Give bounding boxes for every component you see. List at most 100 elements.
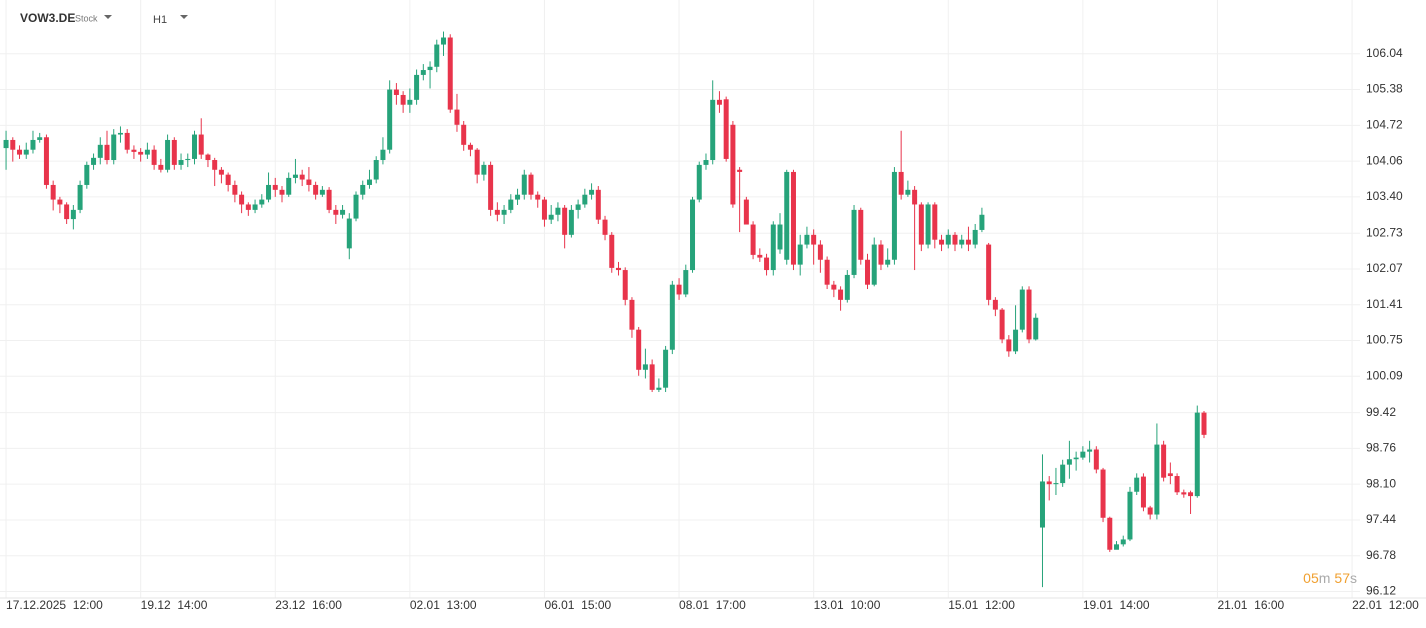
candle-body [91, 157, 97, 165]
candle-body [1046, 481, 1052, 485]
candle-body [1167, 473, 1173, 477]
y-tick-label: 104.72 [1366, 117, 1403, 131]
candle-body [225, 174, 231, 185]
candle-body [191, 134, 197, 159]
candle-body [387, 89, 393, 150]
candle-body [50, 184, 56, 200]
candle-body [373, 160, 379, 180]
candle-body [777, 224, 783, 250]
countdown-minutes: 05 [1303, 570, 1319, 586]
candle-body [1080, 451, 1086, 458]
y-tick-label: 104.06 [1366, 153, 1403, 167]
grid [0, 0, 1426, 599]
candle-body [1134, 477, 1140, 492]
candle-body [131, 149, 137, 152]
candle-body [286, 177, 292, 195]
candle-body [400, 94, 406, 105]
candle-body [898, 171, 904, 195]
y-tick-label: 103.40 [1366, 189, 1403, 203]
candle-body [1019, 289, 1025, 330]
candle-body [117, 132, 123, 135]
y-tick-label: 102.07 [1366, 261, 1403, 275]
candle-body [333, 209, 339, 215]
candle-body [467, 144, 473, 150]
candle-body [1140, 476, 1146, 508]
candle-body [784, 171, 790, 260]
symbol[interactable]: VOW3.DE [20, 11, 75, 25]
candle-body [64, 204, 70, 220]
candle-body [313, 184, 319, 195]
y-tick-label: 96.78 [1366, 548, 1396, 562]
candle-body [515, 194, 521, 200]
candle-body [932, 204, 938, 240]
candle-body [232, 184, 238, 195]
candle-body [790, 171, 796, 265]
timeframe[interactable]: H1 [153, 14, 167, 26]
candle-body [319, 189, 325, 195]
candle-body [266, 184, 272, 200]
candle-body [488, 164, 494, 210]
symbol-dropdown[interactable] [104, 15, 112, 19]
x-tick-label: 21.01 16:00 [1217, 598, 1284, 612]
candle-body [1181, 492, 1187, 495]
candle-body [1026, 289, 1032, 340]
candle-body [811, 234, 817, 245]
y-tick-label: 99.42 [1366, 405, 1396, 419]
candle-body [696, 164, 702, 200]
y-tick-label: 102.73 [1366, 225, 1403, 239]
instrument-type: Stock [75, 13, 98, 23]
candle-body [589, 189, 595, 195]
y-tick-label: 98.76 [1366, 441, 1396, 455]
candle-body [1147, 507, 1153, 515]
candle-body [683, 270, 689, 295]
candle-body [124, 132, 130, 150]
candle-body [434, 44, 440, 67]
candle-body [1154, 444, 1160, 515]
candle-body [865, 259, 871, 285]
x-tick-label: 13.01 10:00 [814, 598, 881, 612]
candle-body [757, 254, 763, 258]
y-tick-label: 96.12 [1366, 584, 1396, 598]
candle-body [178, 160, 184, 165]
candle-body [629, 299, 635, 330]
candle-body [965, 239, 971, 245]
candle-body [43, 137, 49, 185]
candle-body [918, 204, 924, 245]
candle-body [1114, 544, 1120, 550]
candle-body [568, 209, 574, 235]
candle-body [945, 234, 951, 245]
y-tick-label: 100.75 [1366, 333, 1403, 347]
candle-body [299, 174, 305, 180]
candle-body [245, 204, 251, 210]
candle-body [1100, 469, 1106, 518]
countdown: 05m 57s [1303, 570, 1357, 586]
candle-body [1120, 539, 1126, 545]
candle-body [407, 99, 413, 105]
candle-body [555, 207, 561, 215]
timeframe-dropdown[interactable] [180, 15, 188, 19]
candle-body [979, 214, 985, 230]
y-tick-label: 98.10 [1366, 476, 1396, 490]
candle-body [1066, 459, 1072, 465]
candle-body [878, 244, 884, 265]
candle-body [1039, 481, 1045, 528]
candle-body [218, 169, 224, 175]
candle-body [636, 329, 642, 370]
candle-body [871, 244, 877, 285]
candle-body [272, 184, 278, 190]
candle-body [454, 109, 460, 125]
candle-body [427, 66, 433, 71]
candle-body [1107, 517, 1113, 550]
candle-body [905, 189, 911, 195]
candle-body [144, 149, 150, 155]
candle-body [1006, 339, 1012, 352]
candle-body [212, 160, 218, 170]
candle-body [669, 284, 675, 350]
candle-body [528, 174, 534, 195]
candle-body [710, 99, 716, 161]
candle-body [1127, 491, 1133, 540]
candle-body [891, 171, 897, 260]
candle-body [508, 199, 514, 210]
candle-body [1087, 449, 1093, 452]
